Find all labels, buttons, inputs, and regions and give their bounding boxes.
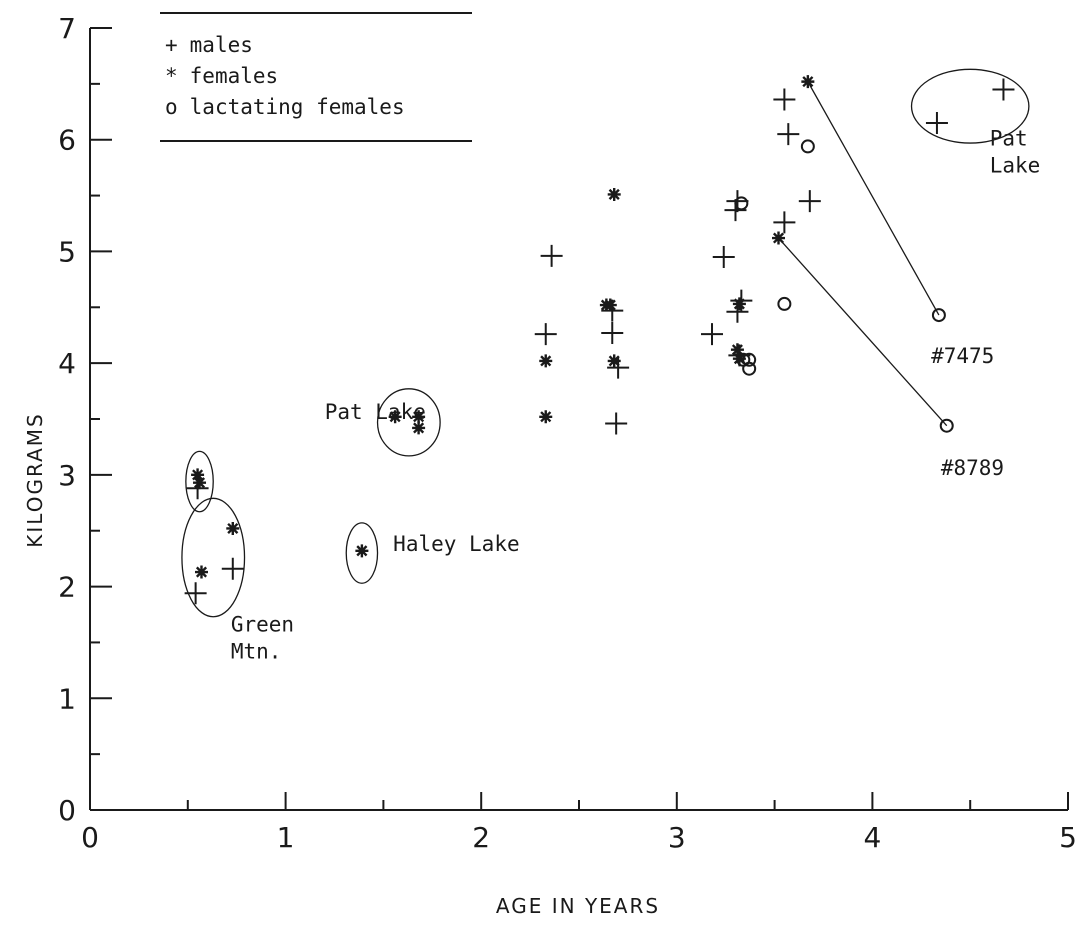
point-female (355, 544, 369, 558)
data-points (184, 75, 1015, 605)
point-male (773, 211, 796, 234)
point-female (191, 468, 205, 482)
point-lactating-female (734, 196, 749, 211)
y-tick-label: 1 (58, 682, 76, 715)
point-female (226, 521, 240, 535)
group-outline (345, 522, 379, 584)
point-female (607, 354, 621, 368)
point-female (603, 298, 617, 312)
y-tick-label: 4 (58, 347, 76, 380)
x-tick-label: 1 (277, 821, 295, 854)
point-lactating-female (742, 352, 757, 367)
group-outline (185, 450, 214, 513)
group-outline (376, 388, 441, 457)
group-outline (910, 68, 1030, 144)
point-male (605, 412, 628, 435)
annotation-line: Pat (990, 126, 1028, 150)
axes: 0 1 2 3 4 5 0 1 2 3 4 5 6 7 (58, 12, 1077, 854)
point-male (992, 78, 1015, 101)
annotation-line: Mtn. (231, 639, 282, 663)
point-female (193, 476, 207, 490)
point-female (539, 354, 553, 368)
point-female (412, 421, 426, 435)
point-male (184, 582, 207, 605)
point-female (732, 297, 746, 311)
annotation-line: Haley Lake (393, 532, 519, 556)
y-tick-label: 6 (58, 124, 76, 157)
point-lactating-female (777, 296, 792, 311)
annotation-line: Pat Lake (325, 400, 426, 424)
annotation-label: Pat Lake (325, 400, 426, 424)
x-tick-label: 4 (863, 821, 881, 854)
point-female (607, 187, 621, 201)
annotations: Pat Lake Haley Lake Green Mtn. Pat Lake #7475 #… (231, 126, 1041, 663)
point-lactating-female (939, 418, 954, 433)
group-outlines (181, 68, 1030, 618)
connector-line (807, 81, 940, 316)
point-lactating-female (931, 308, 946, 323)
legend-item-females: * females (165, 64, 278, 88)
point-male (601, 321, 624, 344)
point-male (773, 88, 796, 111)
annotation-label: Haley Lake (393, 532, 519, 556)
point-male (798, 190, 821, 213)
point-female (539, 410, 553, 424)
x-axis-title: AGE IN YEARS (496, 894, 660, 918)
y-tick-label: 7 (58, 12, 76, 45)
point-female (194, 565, 208, 579)
connector-line (778, 237, 948, 427)
point-lactating-female (742, 361, 757, 376)
annotation-label: #7475 (931, 344, 994, 368)
annotation-label: Pat Lake (990, 126, 1041, 177)
x-tick-label: 2 (472, 821, 490, 854)
point-male (925, 111, 948, 134)
annotation-label: Green Mtn. (231, 612, 294, 663)
point-female (732, 352, 746, 366)
group-outline (181, 497, 246, 618)
point-female (412, 410, 426, 424)
point-male (540, 244, 563, 267)
annotation-line: #7475 (931, 344, 994, 368)
annotation-line: Lake (990, 153, 1041, 177)
point-male (712, 246, 735, 269)
y-tick-label: 0 (58, 794, 76, 827)
point-male (534, 323, 557, 346)
annotation-line: #8789 (941, 456, 1004, 480)
y-tick-label: 2 (58, 571, 76, 604)
x-tick-label: 5 (1059, 821, 1077, 854)
annotation-label: #8789 (941, 456, 1004, 480)
point-female (801, 75, 815, 89)
legend-item-males: + males (165, 33, 253, 57)
point-female (388, 410, 402, 424)
connector-lines (778, 81, 948, 427)
y-tick-label: 5 (58, 235, 76, 268)
point-lactating-female (800, 139, 815, 154)
point-male (777, 123, 800, 146)
y-tick-label: 3 (58, 459, 76, 492)
y-axis-title: KILOGRAMS (23, 412, 47, 547)
legend-item-lactating-females: o lactating females (165, 95, 405, 119)
point-female (772, 231, 786, 245)
point-male (701, 323, 724, 346)
annotation-line: Green (231, 612, 294, 636)
legend: + males * females o lactating females (160, 12, 472, 142)
x-tick-label: 0 (81, 821, 99, 854)
point-female (730, 343, 744, 357)
x-tick-label: 3 (668, 821, 686, 854)
point-male (221, 557, 244, 580)
